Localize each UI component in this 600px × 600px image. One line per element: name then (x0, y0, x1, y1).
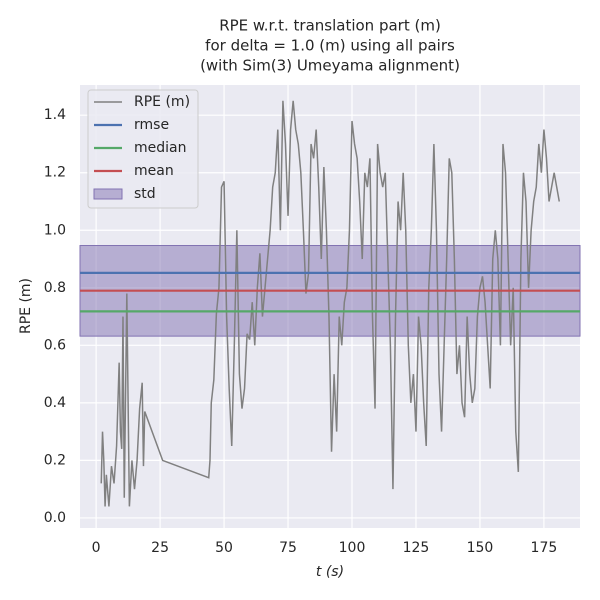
x-tick-label: 0 (92, 540, 101, 556)
x-tick-label: 50 (215, 540, 233, 556)
y-tick-label: 0.0 (44, 510, 66, 526)
y-tick-label: 0.8 (44, 280, 66, 296)
x-tick-label: 75 (279, 540, 297, 556)
y-tick-label: 0.2 (44, 452, 66, 468)
legend-label: mean (134, 163, 174, 179)
chart-title: (with Sim(3) Umeyama alignment) (200, 57, 460, 75)
data-line (100, 100, 561, 507)
y-tick-label: 0.4 (44, 395, 66, 411)
y-tick-label: 0.6 (44, 337, 66, 353)
chart-title: for delta = 1.0 (m) using all pairs (205, 37, 455, 55)
legend-label: rmse (134, 117, 169, 133)
x-axis-label: t (s) (316, 564, 344, 580)
y-axis-label: RPE (m) (18, 278, 34, 334)
y-tick-label: 1.4 (44, 107, 66, 123)
y-tick-label: 1.0 (44, 222, 66, 238)
y-tick-label: 1.2 (44, 165, 66, 181)
legend-label: std (134, 186, 156, 202)
x-tick-label: 150 (467, 540, 494, 556)
chart-title: RPE w.r.t. translation part (m) (219, 17, 441, 35)
x-tick-label: 125 (403, 540, 430, 556)
legend-box (87, 89, 199, 209)
x-tick-label: 175 (531, 540, 558, 556)
legend-label: median (134, 140, 186, 156)
x-tick-label: 100 (339, 540, 366, 556)
x-tick-label: 25 (151, 540, 169, 556)
legend-swatch (93, 188, 123, 200)
legend-label: RPE (m) (134, 94, 190, 110)
